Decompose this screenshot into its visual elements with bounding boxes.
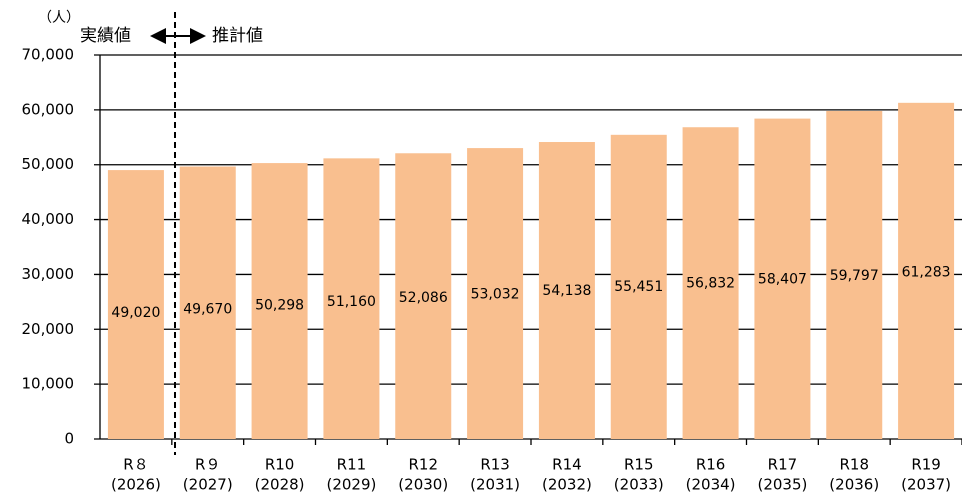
y-tick-label: 30,000 <box>22 265 75 283</box>
bar <box>898 102 955 439</box>
x-tick-label: R９ <box>195 456 220 474</box>
x-tick-label: R13 <box>480 456 510 474</box>
value-label: 49,670 <box>183 301 232 317</box>
x-tick-label: (2037) <box>901 476 951 494</box>
bar <box>538 142 595 439</box>
x-tick-label: R17 <box>768 456 798 474</box>
value-label: 59,797 <box>830 268 879 284</box>
y-tick-label: 40,000 <box>22 210 75 228</box>
bar <box>682 127 739 439</box>
bar <box>754 118 811 439</box>
value-label: 53,032 <box>471 287 520 303</box>
x-tick-label: (2035) <box>757 476 807 494</box>
value-label: 58,407 <box>758 272 807 288</box>
x-tick-label: (2036) <box>829 476 879 494</box>
bar <box>179 166 236 439</box>
x-tick-label: R10 <box>265 456 295 474</box>
y-tick-label: 70,000 <box>22 46 75 64</box>
x-tick-label: (2027) <box>183 476 233 494</box>
value-label: 51,160 <box>327 294 376 310</box>
unit-label: （人） <box>38 10 80 26</box>
bar <box>107 170 164 440</box>
bar <box>467 148 524 439</box>
value-label: 54,138 <box>542 283 591 299</box>
bar <box>251 163 308 440</box>
x-tick-label: R11 <box>337 456 367 474</box>
x-tick-label: R12 <box>408 456 438 474</box>
x-tick-label: R15 <box>624 456 654 474</box>
value-label: 56,832 <box>686 275 735 291</box>
value-label: 55,451 <box>614 279 663 295</box>
y-tick-label: 50,000 <box>22 155 75 173</box>
x-tick-label: R16 <box>696 456 726 474</box>
value-label: 52,086 <box>399 290 448 306</box>
x-tick-label: (2034) <box>686 476 736 494</box>
x-tick-label: R18 <box>839 456 869 474</box>
y-tick-label: 0 <box>64 430 74 448</box>
annotation: 実績値 <box>80 26 131 46</box>
x-tick-label: (2026) <box>111 476 161 494</box>
y-tick-label: 60,000 <box>22 100 75 118</box>
bar <box>395 153 452 439</box>
value-label: 61,283 <box>902 264 951 280</box>
annotation: 推計値 <box>212 26 263 46</box>
x-tick-label: (2029) <box>326 476 376 494</box>
value-label: 49,020 <box>111 305 160 321</box>
x-tick-label: (2032) <box>542 476 592 494</box>
y-tick-label: 10,000 <box>22 375 75 393</box>
x-tick-label: R８ <box>123 456 148 474</box>
bar <box>323 158 380 439</box>
x-tick-label: R14 <box>552 456 582 474</box>
x-tick-label: (2033) <box>614 476 664 494</box>
value-label: 50,298 <box>255 298 304 314</box>
y-tick-label: 20,000 <box>22 320 75 338</box>
x-tick-label: (2028) <box>255 476 305 494</box>
x-tick-label: (2031) <box>470 476 520 494</box>
bar <box>610 134 667 440</box>
bar <box>826 110 883 440</box>
x-tick-label: R19 <box>911 456 941 474</box>
x-tick-label: (2030) <box>398 476 448 494</box>
